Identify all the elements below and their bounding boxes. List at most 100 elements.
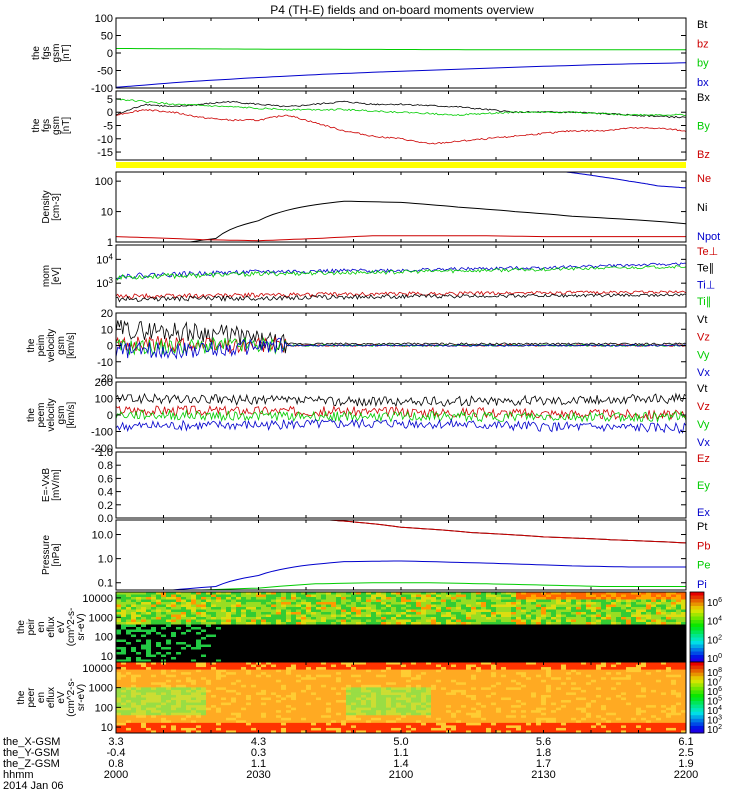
y-tick-label: 20 (101, 308, 113, 320)
heatmap-cell (341, 654, 347, 658)
heatmap-cell (676, 607, 682, 610)
heatmap-cell (321, 689, 327, 693)
heatmap-cell (541, 612, 547, 615)
heatmap-cell (536, 622, 542, 625)
heatmap-cell (191, 730, 197, 734)
heatmap-cell (351, 684, 357, 688)
heatmap-cell (126, 614, 132, 618)
heatmap-cell (181, 624, 187, 628)
heatmap-cell (646, 647, 652, 650)
heatmap-cell (341, 712, 347, 716)
heatmap-cell (626, 654, 632, 658)
heatmap-cell (201, 652, 207, 655)
heatmap-cell (666, 604, 672, 608)
heatmap-cell (151, 689, 157, 693)
heatmap-cell (141, 710, 147, 714)
heatmap-cell (421, 649, 427, 653)
y-tick-label: -5 (103, 121, 113, 133)
heatmap-cell (271, 725, 277, 729)
heatmap-cell (226, 629, 232, 633)
series-line-Vx (116, 337, 686, 360)
heatmap-cell (571, 647, 577, 650)
heatmap-cell (176, 609, 182, 613)
heatmap-cell (561, 629, 567, 633)
heatmap-cell (131, 677, 137, 681)
heatmap-cell (406, 644, 412, 648)
heatmap-cell (216, 659, 222, 663)
heatmap-cell (486, 624, 492, 628)
heatmap-cell (591, 609, 597, 613)
heatmap-cell (326, 654, 332, 658)
heatmap-cell (651, 619, 657, 623)
heatmap-cell (661, 624, 667, 628)
heatmap-cell (336, 677, 342, 681)
heatmap-cell (416, 654, 422, 658)
heatmap-cell (451, 627, 457, 630)
heatmap-cell (161, 602, 167, 605)
heatmap-cell (176, 592, 182, 595)
heatmap-cell (461, 637, 467, 640)
heatmap-cell (646, 637, 652, 640)
heatmap-cell (431, 612, 437, 615)
series-line-Bx (116, 100, 686, 119)
heatmap-cell (226, 667, 232, 671)
heatmap-cell (261, 715, 267, 719)
heatmap-cell (176, 629, 182, 633)
heatmap-cell (476, 657, 482, 660)
heatmap-cell (311, 597, 317, 600)
heatmap-cell (311, 599, 317, 603)
heatmap-cell (506, 627, 512, 630)
heatmap-cell (241, 717, 247, 721)
heatmap-cell (566, 609, 572, 613)
heatmap-cell (276, 629, 282, 633)
colorbar-segment (690, 595, 704, 600)
heatmap-cell (171, 679, 177, 683)
heatmap-cell (256, 597, 262, 600)
heatmap-cell (516, 592, 522, 595)
heatmap-cell (316, 710, 322, 714)
heatmap-cell (266, 652, 272, 655)
heatmap-cell (321, 659, 327, 663)
heatmap-cell (481, 619, 487, 623)
heatmap-cell (366, 659, 372, 663)
heatmap-cell (451, 644, 457, 648)
heatmap-cell (411, 604, 417, 608)
heatmap-cell (591, 637, 597, 640)
heatmap-cell (471, 649, 477, 653)
heatmap-cell (151, 730, 157, 734)
heatmap-cell (296, 629, 302, 633)
heatmap-cell (491, 622, 497, 625)
heatmap-cell (171, 687, 177, 691)
heatmap-cell (186, 684, 192, 688)
heatmap-cell (316, 662, 322, 665)
heatmap-cell (621, 599, 627, 603)
heatmap-cell (456, 627, 462, 630)
heatmap-cell (131, 727, 137, 731)
heatmap-cell (291, 644, 297, 648)
heatmap-cell (156, 717, 162, 721)
heatmap-cell (481, 594, 487, 598)
heatmap-cell (231, 629, 237, 633)
heatmap-cell (201, 644, 207, 648)
heatmap-cell (486, 597, 492, 600)
heatmap-cell (386, 649, 392, 653)
heatmap-cell (161, 609, 167, 613)
heatmap-cell (141, 727, 147, 731)
heatmap-cell (456, 607, 462, 610)
heatmap-cell (306, 614, 312, 618)
heatmap-cell (481, 657, 487, 660)
heatmap-cell (681, 594, 687, 598)
heatmap-cell (301, 727, 307, 731)
heatmap-cell (121, 720, 127, 724)
heatmap-cell (316, 679, 322, 683)
heatmap-cell (201, 682, 207, 686)
heatmap-cell (356, 629, 362, 633)
heatmap-cell (626, 607, 632, 610)
heatmap-cell (291, 684, 297, 688)
heatmap-cell (131, 702, 137, 706)
heatmap-cell (381, 647, 387, 650)
heatmap-cell (356, 682, 362, 686)
heatmap-cell (551, 642, 557, 645)
heatmap-cell (131, 705, 137, 709)
heatmap-cell (166, 629, 172, 633)
